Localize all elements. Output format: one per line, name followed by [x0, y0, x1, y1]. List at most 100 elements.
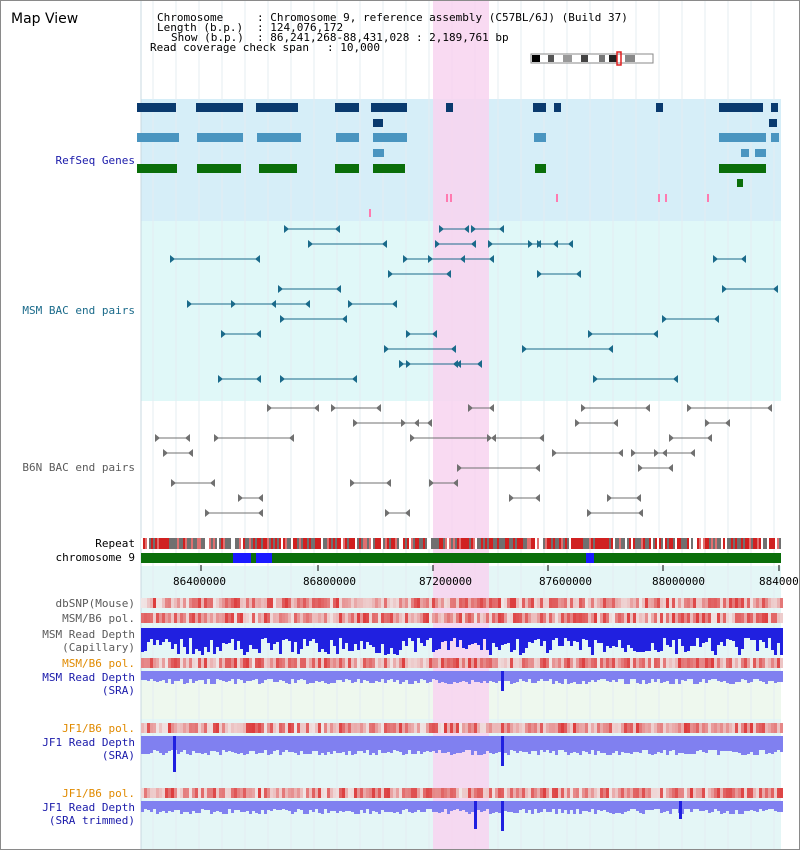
- track-label-b6n-bac[interactable]: B6N BAC end pairs: [22, 461, 135, 474]
- jf1-depth-trim-bar: [663, 801, 666, 812]
- jf1-depth-sra-bar: [513, 736, 516, 751]
- dbsnp-heat-cell: [504, 598, 507, 608]
- msm-pol-heat-cell: [360, 613, 363, 623]
- track-label-msm-bac[interactable]: MSM BAC end pairs: [22, 304, 135, 317]
- repeat-block: [755, 538, 757, 549]
- b6n-bac-pair-end: [457, 464, 462, 472]
- track-label-jf1-depth-trim[interactable]: JF1 Read Depth (SRA trimmed): [42, 801, 135, 827]
- msm-pol-sra-heat-cell: [405, 658, 408, 668]
- jf1-depth-trim-bar: [516, 801, 519, 813]
- msm-pol-sra-heat-cell: [351, 658, 354, 668]
- dbsnp-heat-cell: [594, 598, 597, 608]
- track-label-jf1-depth-sra[interactable]: JF1 Read Depth (SRA): [42, 736, 135, 762]
- track-label-repeat[interactable]: Repeat: [95, 537, 135, 550]
- jf1-pol-heat-cell: [636, 723, 639, 733]
- msm-depth-capillary-bar: [759, 628, 762, 640]
- track-label-msm-b6-pol-sra[interactable]: MSM/B6 pol.: [62, 657, 135, 670]
- jf1-depth-sra-bar: [579, 736, 582, 755]
- msm-depth-sra-bar: [177, 671, 180, 681]
- repeat-block: [659, 538, 661, 549]
- track-label-dbsnp[interactable]: dbSNP(Mouse): [55, 597, 135, 610]
- dbsnp-heat-cell: [513, 598, 516, 608]
- msm-pol-sra-heat-cell: [417, 658, 420, 668]
- ideogram-band: [563, 55, 572, 62]
- jf1-pol-trim-heat-cell: [423, 788, 426, 798]
- msm-depth-sra-bar: [591, 671, 594, 680]
- repeat-block: [387, 538, 389, 549]
- msm-depth-capillary-bar: [453, 628, 456, 638]
- jf1-pol-trim-heat-cell: [165, 788, 168, 798]
- jf1-pol-heat-cell: [243, 723, 246, 733]
- msm-pol-sra-heat-cell: [408, 658, 411, 668]
- jf1-pol-trim-heat-cell: [273, 788, 276, 798]
- b6n-bac-pair-end: [575, 419, 580, 427]
- dbsnp-heat-cell: [144, 598, 147, 608]
- msm-pol-sra-heat-cell: [492, 658, 495, 668]
- repeat-block: [271, 538, 273, 549]
- msm-depth-sra-bar: [408, 671, 411, 684]
- msm-pol-sra-heat-cell: [264, 658, 267, 668]
- track-label-refseq[interactable]: RefSeq Genes: [55, 154, 135, 167]
- dbsnp-heat-cell: [519, 598, 522, 608]
- msm-bac-pair-end: [284, 225, 289, 233]
- jf1-depth-sra-bar: [222, 736, 225, 750]
- jf1-pol-heat-cell: [414, 723, 417, 733]
- repeat-block: [381, 538, 383, 549]
- msm-pol-sra-heat-cell: [345, 658, 348, 668]
- track-label-jf1-b6-pol-trim[interactable]: JF1/B6 pol.: [62, 787, 135, 800]
- msm-depth-capillary-bar: [351, 628, 354, 651]
- msm-pol-heat-cell: [279, 613, 282, 623]
- jf1-pol-trim-heat-cell: [759, 788, 762, 798]
- msm-bac-pair-end: [662, 315, 667, 323]
- msm-pol-heat-cell: [540, 613, 543, 623]
- msm-depth-sra-bar: [708, 671, 711, 680]
- jf1-pol-heat-cell: [420, 723, 423, 733]
- msm-depth-capillary-bar: [300, 628, 303, 649]
- dbsnp-heat-cell: [333, 598, 336, 608]
- msm-pol-sra-heat-cell: [624, 658, 627, 668]
- jf1-pol-trim-heat-cell: [222, 788, 225, 798]
- jf1-pol-heat-cell: [648, 723, 651, 733]
- msm-pol-sra-heat-cell: [150, 658, 153, 668]
- jf1-pol-heat-cell: [282, 723, 285, 733]
- jf1-depth-sra-bar: [732, 736, 735, 752]
- jf1-depth-trim-bar: [456, 801, 459, 809]
- msm-pol-heat-cell: [246, 613, 249, 623]
- msm-pol-sra-heat-cell: [510, 658, 513, 668]
- track-label-jf1-b6-pol[interactable]: JF1/B6 pol.: [62, 722, 135, 735]
- msm-pol-heat-cell: [567, 613, 570, 623]
- msm-depth-capillary-bar: [642, 628, 645, 652]
- jf1-depth-trim-bar: [366, 801, 369, 809]
- msm-pol-sra-heat-cell: [399, 658, 402, 668]
- jf1-pol-heat-cell: [264, 723, 267, 733]
- msm-depth-sra-bar: [327, 671, 330, 684]
- repeat-block: [421, 538, 423, 549]
- msm-depth-sra-bar: [696, 671, 699, 684]
- jf1-depth-trim-bar: [198, 801, 201, 813]
- jf1-depth-sra-bar: [522, 736, 525, 752]
- track-label-msm-b6-pol[interactable]: MSM/B6 pol.: [62, 612, 135, 625]
- jf1-pol-heat-cell: [186, 723, 189, 733]
- b6n-bac-pair-end: [489, 404, 494, 412]
- msm-depth-sra-bar: [654, 671, 657, 682]
- msm-depth-sra-bar: [477, 671, 480, 682]
- jf1-pol-heat-cell: [411, 723, 414, 733]
- jf1-pol-trim-heat-cell: [201, 788, 204, 798]
- msm-pol-heat-cell: [285, 613, 288, 623]
- msm-pol-sra-heat-cell: [285, 658, 288, 668]
- msm-depth-capillary-bar: [369, 628, 372, 645]
- jf1-depth-trim-bar: [309, 801, 312, 810]
- jf1-depth-sra-bar: [300, 736, 303, 751]
- jf1-pol-heat-cell: [435, 723, 438, 733]
- msm-bac-pair-end: [477, 360, 482, 368]
- track-label-chromosome[interactable]: chromosome 9: [55, 551, 135, 564]
- dbsnp-heat-cell: [744, 598, 747, 608]
- b6n-bac-pair-end: [662, 449, 667, 457]
- track-label-msm-depth-sra[interactable]: MSM Read Depth (SRA): [42, 671, 135, 697]
- track-label-msm-depth-capillary[interactable]: MSM Read Depth (Capillary): [42, 628, 135, 654]
- jf1-depth-trim-bar: [732, 801, 735, 814]
- repeat-block: [317, 538, 319, 549]
- gene-feature: [197, 133, 243, 142]
- jf1-depth-trim-bar: [576, 801, 579, 809]
